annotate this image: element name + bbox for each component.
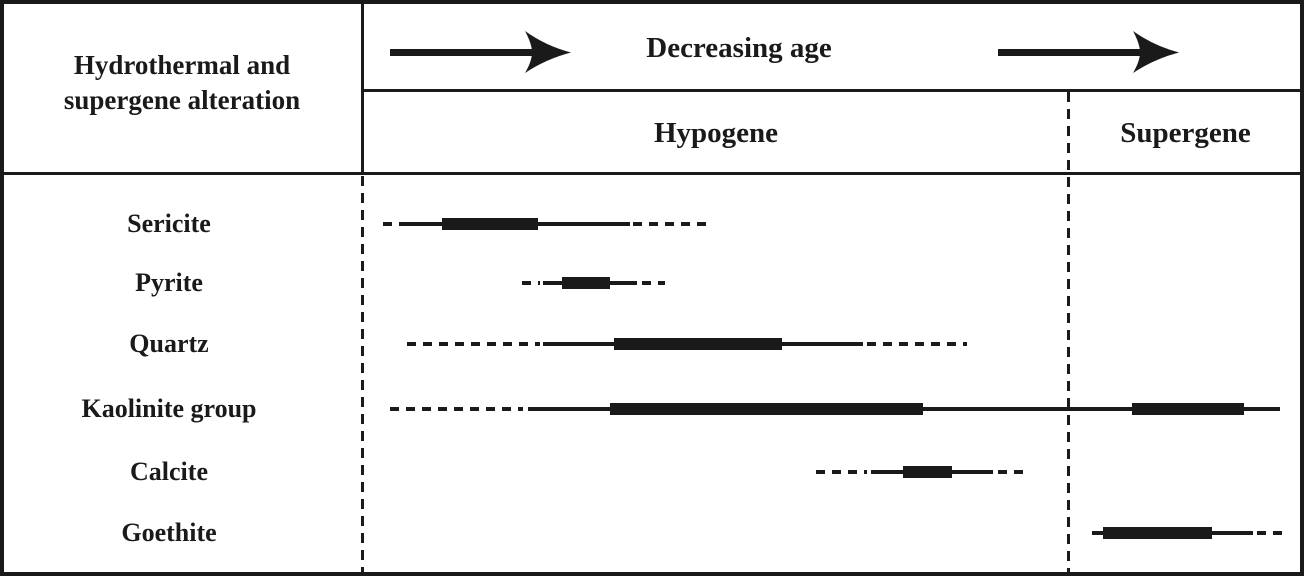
- occurrence-bar-segment-solid: [1244, 407, 1280, 411]
- occurrence-bar-segment-solid: [543, 281, 562, 285]
- mineral-label: Pyrite: [135, 268, 203, 297]
- mineral-label: Goethite: [121, 518, 217, 547]
- right-arrow-icon: [390, 31, 571, 73]
- hypogene-start-dashed-divider: [361, 176, 364, 572]
- mineral-label: Calcite: [130, 457, 208, 486]
- occurrence-bar-segment-thick: [903, 466, 952, 478]
- mineral-label: Quartz: [129, 329, 209, 358]
- occurrence-bar-segment-dashed: [642, 281, 665, 285]
- occurrence-bar-segment-solid: [952, 470, 993, 474]
- occurrence-bar-segment-solid: [528, 407, 610, 411]
- arrow-row-separator: [361, 89, 1300, 92]
- decreasing-age-label: Decreasing age: [646, 32, 832, 64]
- mineral-label: Kaolinite group: [81, 394, 257, 423]
- occurrence-bar-segment-dashed: [383, 222, 405, 226]
- occurrence-bar-segment-solid: [538, 222, 630, 226]
- mineral-label: Sericite: [127, 209, 211, 238]
- column-header-hypogene: Hypogene: [653, 116, 779, 149]
- occurrence-bar-segment-solid: [871, 470, 903, 474]
- occurrence-bar-segment-solid: [923, 407, 1132, 411]
- occurrence-bar-segment-thick: [610, 403, 923, 415]
- occurrence-bar-segment-solid: [543, 342, 614, 346]
- occurrence-bar-segment-thick: [1132, 403, 1244, 415]
- occurrence-bar-segment-dashed: [1257, 531, 1287, 535]
- occurrence-bar-segment-solid: [782, 342, 863, 346]
- occurrence-bar-segment-thick: [614, 338, 782, 350]
- right-arrow-icon: [998, 31, 1179, 73]
- occurrence-bar-segment-dashed: [998, 470, 1025, 474]
- occurrence-bar-segment-dashed: [867, 342, 967, 346]
- row-header-title: Hydrothermal and supergene alteration: [4, 48, 360, 118]
- occurrence-bar-segment-solid: [1212, 531, 1253, 535]
- occurrence-bar-segment-dashed: [390, 407, 523, 411]
- occurrence-bar-segment-solid: [1092, 531, 1103, 535]
- occurrence-bar-segment-solid: [405, 222, 442, 226]
- column-header-supergene: Supergene: [1120, 116, 1251, 149]
- occurrence-bar-segment-dashed: [407, 342, 540, 346]
- occurrence-bar-segment-dashed: [633, 222, 713, 226]
- hypogene-supergene-dashed-divider: [1067, 92, 1070, 572]
- occurrence-bar-segment-dashed: [816, 470, 867, 474]
- header-body-separator: [4, 172, 1300, 175]
- occurrence-bar-segment-thick: [442, 218, 538, 230]
- occurrence-bar-segment-dashed: [522, 281, 540, 285]
- row-header-title-line1: Hydrothermal and: [73, 50, 291, 80]
- occurrence-bar-segment-solid: [610, 281, 637, 285]
- row-header-title-line2: supergene alteration: [63, 85, 301, 116]
- occurrence-bar-segment-thick: [562, 277, 610, 289]
- occurrence-bar-segment-thick: [1103, 527, 1212, 539]
